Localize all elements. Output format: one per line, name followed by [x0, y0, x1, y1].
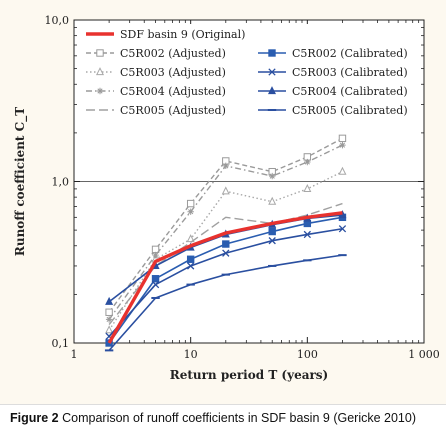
legend: SDF basin 9 (Original) C5R002 (Adjusted) C…	[80, 24, 418, 124]
runoff-coefficient-chart: 1 10 100 1 000 0,1 1,0 10,0 SDF basin 9 (Origi…	[13, 14, 440, 382]
marker-star	[187, 208, 194, 215]
legend-item: C5R005 (Adjusted)	[86, 104, 226, 117]
marker-x	[222, 249, 230, 257]
legend-item: C5R002 (Adjusted)	[86, 47, 226, 60]
figure-caption-text: Comparison of runoff coefficients in SDF…	[62, 411, 416, 425]
legend-label: C5R004 (Calibrated)	[292, 85, 408, 98]
legend-item: C5R003 (Adjusted)	[86, 66, 226, 79]
marker-filled-triangle	[267, 86, 277, 95]
marker-x	[268, 237, 276, 245]
legend-item: C5R003 (Calibrated)	[258, 66, 408, 79]
marker-filled-square	[222, 240, 230, 248]
axis-labels: Return period T (years) Runoff coefficien…	[13, 107, 328, 382]
legend-label: C5R002 (Calibrated)	[292, 47, 408, 60]
series-0	[107, 211, 343, 344]
y-axis-title: Runoff coefficient C_T	[13, 107, 28, 256]
marker-open-triangle	[268, 196, 277, 205]
marker-star	[339, 141, 346, 149]
x-tick-label: 1	[71, 348, 78, 361]
series-8	[104, 254, 347, 352]
marker-star	[152, 251, 159, 259]
x-tick-label: 1 000	[408, 348, 440, 361]
legend-label: C5R004 (Adjusted)	[120, 85, 226, 98]
series-line	[108, 202, 343, 326]
legend-label: C5R003 (Adjusted)	[120, 66, 226, 79]
y-tick-label: 0,1	[52, 337, 70, 350]
y-tick-label: 1,0	[52, 176, 70, 189]
legend-item: C5R004 (Adjusted)	[86, 85, 226, 98]
marker-open-square	[96, 49, 104, 57]
legend-background	[80, 24, 418, 124]
marker-star	[222, 162, 229, 170]
x-axis-title: Return period T (years)	[170, 368, 329, 382]
marker-open-triangle	[95, 67, 105, 76]
legend-item: C5R004 (Calibrated)	[258, 85, 408, 98]
legend-label: C5R005 (Calibrated)	[292, 104, 408, 117]
series-line	[107, 211, 343, 344]
marker-star	[96, 87, 104, 95]
marker-x	[303, 230, 311, 239]
marker-open-triangle	[338, 166, 347, 175]
series-6	[105, 225, 347, 340]
legend-item: C5R002 (Calibrated)	[258, 47, 408, 60]
marker-filled-square	[268, 49, 276, 57]
marker-open-square	[105, 308, 113, 316]
marker-x	[268, 68, 276, 76]
x-tick-label: 100	[297, 348, 318, 361]
figure-caption: Figure 2 Comparison of runoff coefficien…	[10, 411, 440, 425]
x-tick-label: 10	[184, 348, 198, 361]
marker-star	[269, 172, 276, 180]
marker-filled-square	[186, 255, 195, 263]
caption-band	[0, 404, 446, 436]
series-layer	[104, 134, 347, 352]
marker-open-triangle	[105, 325, 114, 334]
marker-x	[151, 280, 160, 289]
marker-x	[187, 262, 195, 270]
legend-label: C5R002 (Adjusted)	[120, 47, 226, 60]
legend-item: SDF basin 9 (Original)	[86, 28, 245, 41]
series-3	[105, 141, 346, 323]
marker-open-square	[338, 134, 347, 143]
figure-caption-label: Figure 2	[10, 411, 59, 425]
marker-open-triangle	[303, 183, 312, 192]
marker-open-square	[186, 199, 195, 208]
marker-filled-square	[268, 227, 276, 236]
marker-star	[105, 316, 113, 323]
series-2	[105, 166, 347, 334]
legend-label: C5R003 (Calibrated)	[292, 66, 408, 79]
legend-label: C5R005 (Adjusted)	[120, 104, 226, 117]
marker-x	[338, 225, 347, 233]
legend-label: SDF basin 9 (Original)	[120, 28, 245, 41]
y-tick-label: 10,0	[45, 14, 70, 27]
series-4	[108, 202, 343, 326]
marker-open-triangle	[221, 186, 230, 195]
legend-item: C5R005 (Calibrated)	[258, 104, 408, 117]
marker-filled-square	[151, 275, 160, 283]
marker-filled-triangle	[105, 296, 114, 305]
axis-ticks: 1 10 100 1 000 0,1 1,0 10,0	[45, 14, 440, 361]
marker-star	[304, 158, 311, 166]
